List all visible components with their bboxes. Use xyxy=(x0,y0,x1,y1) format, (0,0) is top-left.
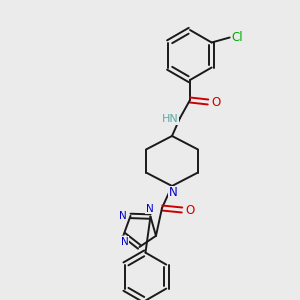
Text: N: N xyxy=(169,187,177,200)
Text: N: N xyxy=(118,211,126,221)
Text: Cl: Cl xyxy=(232,31,244,44)
Text: HN: HN xyxy=(162,114,178,124)
Text: O: O xyxy=(212,95,220,109)
Text: O: O xyxy=(185,203,195,217)
Text: N: N xyxy=(146,204,153,214)
Text: N: N xyxy=(121,237,128,247)
